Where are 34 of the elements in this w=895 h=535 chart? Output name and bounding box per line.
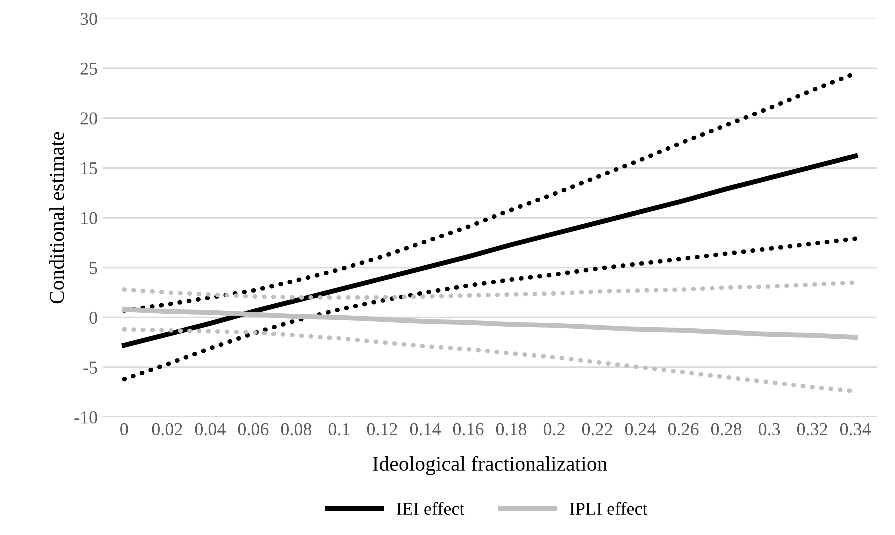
x-tick-label: 0.18 xyxy=(496,423,527,436)
y-axis-title: Conditional estimate xyxy=(50,132,64,304)
x-tick-label: 0.08 xyxy=(281,423,312,436)
line-series xyxy=(122,236,858,382)
line-series xyxy=(122,307,858,340)
x-tick-label: 0.2 xyxy=(544,423,565,436)
x-tick-label: 0.16 xyxy=(453,423,484,436)
x-tick-label: 0.14 xyxy=(410,423,442,436)
x-tick-label: 0.02 xyxy=(152,423,182,436)
y-tick-label: 10 xyxy=(82,212,98,224)
legend-label: IPLI effect xyxy=(570,502,648,516)
x-tick-label: 0 xyxy=(120,423,128,436)
y-tick-label: 5 xyxy=(90,262,98,274)
y-tick-label: 0 xyxy=(90,312,98,324)
x-tick-label: 0.34 xyxy=(840,423,872,436)
y-tick-label: 25 xyxy=(80,62,98,75)
legend-label: IEI effect xyxy=(397,502,465,516)
x-tick-label: 0.04 xyxy=(195,423,226,436)
x-axis-title: Ideological fractionalization xyxy=(373,456,608,476)
x-tick-label: 0.24 xyxy=(625,423,656,436)
x-tick-label: 0.1 xyxy=(328,423,350,436)
x-tick-label: 0.32 xyxy=(797,423,828,436)
x-tick-label: 0.12 xyxy=(367,423,398,436)
y-tick-label: -5 xyxy=(84,362,98,374)
x-tick-label: 0.06 xyxy=(238,423,269,436)
y-tick-label: -10 xyxy=(74,412,98,424)
x-tick-label: 0.22 xyxy=(582,423,612,436)
x-tick-label: 0.26 xyxy=(668,423,699,436)
y-tick-label: 15 xyxy=(82,162,98,175)
line-series xyxy=(122,154,858,348)
x-tick-label: 0.3 xyxy=(758,423,780,436)
y-tick-label: 30 xyxy=(80,12,98,26)
x-tick-label: 0.28 xyxy=(711,423,742,436)
y-tick-label: 20 xyxy=(80,112,98,125)
